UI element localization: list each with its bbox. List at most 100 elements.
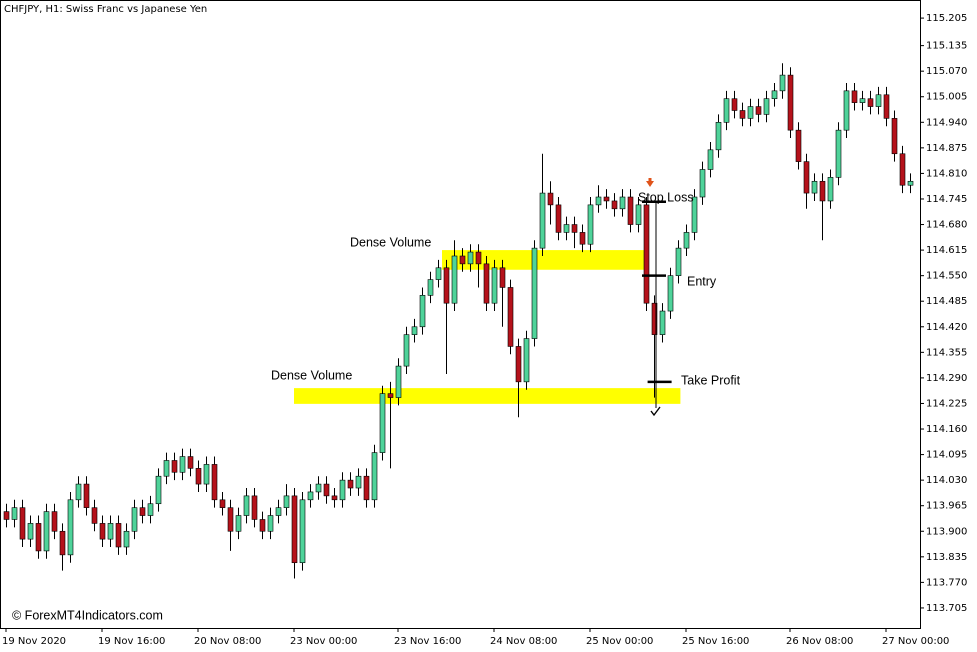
candle-body [459,255,466,265]
candle-body [227,507,234,532]
y-tick-label: 114.940 [926,117,967,128]
y-tick-label: 115.070 [926,66,967,77]
candle-body [731,98,738,111]
candle-body [395,365,402,398]
x-tick-label: 19 Nov 2020 [2,636,66,647]
level-label: Take Profit [681,373,741,387]
candle-body [435,267,442,280]
candle-body [467,251,474,265]
x-tick-label: 23 Nov 16:00 [394,636,461,647]
candle-body [547,192,554,206]
candle-body [699,169,706,198]
candle-body [827,177,834,202]
candle-body [635,204,642,225]
candle-body [99,523,106,540]
candle-body [499,267,506,288]
zone-label: Dense Volume [350,235,431,249]
candle-body [691,196,698,233]
candle-body [555,204,562,233]
signal-arrow [646,178,654,187]
candle-body [299,499,306,564]
candle-body [843,90,850,131]
candle-body [755,106,762,115]
candle-body [259,519,266,532]
candle-body [267,515,274,532]
candle-body [243,495,250,516]
candle-body [379,393,386,453]
candle-body [427,279,434,296]
candle-body [443,267,450,304]
y-tick-label: 114.290 [926,373,967,384]
x-tick-label: 19 Nov 16:00 [98,636,165,647]
x-tick-label: 25 Nov 16:00 [682,636,749,647]
candle-body [155,475,162,505]
y-tick-label: 113.705 [926,603,967,614]
candle-body [539,192,546,249]
candle-body [251,495,258,520]
candle-body [219,499,226,508]
candle-body [411,326,418,335]
check-mark [650,406,661,417]
candle-body [563,224,570,233]
candle-body [363,475,370,501]
y-tick-label: 114.225 [926,398,967,409]
candle-body [819,180,826,202]
dense-volume-zone [294,388,681,404]
candle-body [531,247,538,339]
candle-body [139,507,146,516]
y-tick-label: 114.550 [926,271,967,282]
candle-body [619,196,626,210]
candle-body [203,464,210,485]
y-tick-label: 115.005 [926,92,967,103]
candle-body [307,491,314,501]
candle-body [739,110,746,119]
candle-body [75,483,82,501]
candle-body [91,507,98,524]
y-tick-label: 114.615 [926,245,967,256]
candle-body [291,495,298,564]
candle-body [907,180,914,186]
candle-body [339,479,346,501]
candle-body [211,464,218,501]
x-tick-label: 26 Nov 08:00 [786,636,853,647]
candle-body [851,90,858,103]
y-tick-label: 115.135 [926,41,967,52]
candle-body [571,224,578,233]
candle-body [715,121,722,151]
y-tick-label: 115.205 [926,13,967,24]
candle-body [179,456,186,473]
candle-body [115,523,122,548]
candle-body [107,523,114,540]
zone-label: Dense Volume [271,368,352,382]
candle-body [707,149,714,170]
candle-body [675,247,682,276]
footer: © ForexMT4Indicators.com [12,608,163,622]
dense-volume-zone [442,250,648,270]
candle-body [867,98,874,107]
candle-body [643,204,650,304]
y-tick-label: 114.160 [926,424,967,435]
y-tick-label: 114.485 [926,296,967,307]
candle-body [747,106,754,119]
x-tick-label: 25 Nov 00:00 [586,636,653,647]
candle-body [123,530,130,548]
candle-body [235,515,242,532]
candle-body [683,232,690,249]
candle-body [67,499,74,556]
candle-body [587,204,594,245]
candle-body [835,129,842,178]
candle-body [771,90,778,100]
y-tick-label: 113.900 [926,526,967,537]
candle-body [451,255,458,304]
candle-body [483,263,490,304]
y-tick-label: 114.095 [926,450,967,461]
candle-body [883,94,890,119]
candle-body [403,334,410,367]
candle-body [579,232,586,245]
y-tick-label: 114.875 [926,143,967,154]
candle-body [515,346,522,383]
y-tick-label: 113.965 [926,501,967,512]
candle-body [651,302,658,335]
candle-body [171,460,178,473]
